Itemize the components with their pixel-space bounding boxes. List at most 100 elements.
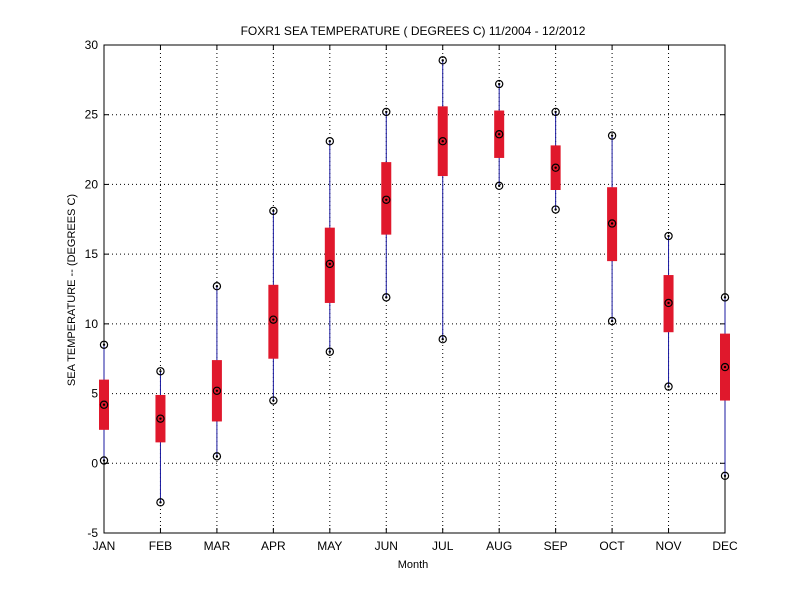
y-tick-label-4: 15 — [85, 247, 99, 261]
min-marker-dot-mar — [215, 455, 219, 458]
median-marker-oct — [607, 219, 617, 228]
min-marker-nov — [664, 382, 673, 391]
median-marker-dot-nov — [667, 301, 670, 305]
y-tick-label-1: 0 — [91, 456, 98, 470]
min-marker-dot-jul — [441, 337, 444, 341]
max-marker-feb — [156, 367, 165, 376]
min-marker-mar — [212, 452, 222, 461]
median-marker-dot-aug — [497, 133, 501, 136]
max-marker-dot-jul — [441, 59, 444, 62]
x-tick-label-1: FEB — [149, 539, 172, 553]
min-marker-feb — [156, 498, 165, 507]
min-marker-dot-feb — [159, 501, 162, 504]
median-marker-may — [325, 259, 335, 269]
median-marker-dot-mar — [215, 389, 219, 392]
y-tick-label-2: 5 — [91, 387, 98, 401]
min-marker-jan — [99, 456, 109, 465]
median-marker-dot-jul — [441, 140, 444, 143]
min-marker-apr — [269, 396, 278, 405]
min-marker-sep — [551, 205, 560, 214]
max-marker-apr — [269, 206, 278, 216]
min-marker-dot-aug — [497, 184, 501, 188]
median-marker-dot-feb — [159, 417, 162, 420]
chart-title: FOXR1 SEA TEMPERATURE ( DEGREES C) 11/20… — [241, 24, 586, 38]
median-marker-jul — [438, 137, 447, 146]
min-marker-dec — [720, 471, 730, 481]
max-marker-dot-dec — [723, 296, 727, 299]
y-tick-label-6: 25 — [85, 108, 99, 122]
y-tick-label-0: -5 — [87, 526, 98, 540]
median-marker-jan — [99, 400, 109, 409]
x-tick-label-6: JUL — [432, 539, 454, 553]
min-marker-dot-sep — [554, 208, 557, 211]
median-marker-feb — [156, 414, 165, 423]
min-marker-jun — [382, 293, 391, 302]
median-marker-nov — [664, 298, 673, 308]
max-marker-dec — [720, 293, 730, 302]
plot-area: -5 0 5 10 15 20 25 30 JAN FEB MAR APR MAY JUN JUL AUG SE… — [85, 38, 738, 553]
median-marker-apr — [269, 315, 278, 324]
median-marker-dec — [720, 362, 730, 372]
y-tick-label-5: 20 — [85, 177, 99, 191]
min-marker-dot-nov — [667, 385, 670, 388]
min-marker-dot-jun — [385, 296, 388, 299]
x-tick-label-10: NOV — [656, 539, 682, 553]
max-marker-may — [325, 137, 335, 146]
max-marker-dot-oct — [610, 134, 614, 137]
median-marker-aug — [494, 130, 504, 139]
min-marker-dot-apr — [272, 399, 275, 402]
median-marker-dot-may — [328, 262, 332, 266]
x-tick-label-11: DEC — [712, 539, 738, 553]
x-tick-label-2: MAR — [204, 539, 231, 553]
max-marker-dot-jun — [385, 110, 388, 114]
y-axis-label: SEA TEMPERATURE -- (DEGREES C) — [66, 194, 78, 386]
x-tick-label-5: JUN — [375, 539, 398, 553]
median-marker-sep — [551, 163, 560, 172]
box-jun — [381, 162, 392, 235]
x-axis-label: Month — [398, 559, 429, 571]
y-tick-label-7: 30 — [85, 38, 99, 52]
median-marker-dot-jan — [102, 403, 106, 406]
min-marker-dot-dec — [723, 474, 727, 478]
x-tick-label-9: OCT — [599, 539, 625, 553]
max-marker-dot-sep — [554, 110, 557, 114]
min-marker-may — [325, 347, 335, 356]
max-marker-dot-feb — [159, 370, 162, 373]
min-marker-dot-jan — [102, 459, 106, 462]
max-marker-dot-nov — [667, 234, 670, 238]
y-tick-label-3: 10 — [85, 317, 99, 331]
box-may — [324, 227, 335, 303]
median-marker-dot-jun — [385, 198, 388, 201]
median-marker-dot-dec — [723, 365, 727, 369]
median-marker-dot-apr — [272, 318, 275, 321]
max-marker-dot-may — [328, 140, 332, 143]
max-marker-jul — [438, 56, 447, 65]
max-marker-dot-aug — [497, 82, 501, 86]
min-marker-dot-oct — [610, 319, 614, 323]
plot-frame — [103, 44, 726, 534]
max-marker-sep — [551, 107, 560, 117]
max-marker-jun — [382, 107, 391, 117]
median-marker-jun — [382, 195, 391, 204]
x-tick-label-0: JAN — [93, 539, 116, 553]
x-tick-label-8: SEP — [544, 539, 568, 553]
max-marker-jan — [99, 340, 109, 349]
max-marker-mar — [212, 282, 222, 291]
median-marker-mar — [212, 386, 222, 395]
max-marker-dot-mar — [215, 285, 219, 288]
max-marker-aug — [494, 79, 504, 89]
max-marker-nov — [664, 231, 673, 241]
max-marker-dot-jan — [102, 343, 106, 346]
max-marker-dot-apr — [272, 209, 275, 213]
min-marker-jul — [438, 334, 447, 344]
x-tick-label-3: APR — [261, 539, 286, 553]
min-marker-aug — [494, 181, 504, 191]
median-marker-dot-oct — [610, 222, 614, 225]
box-apr — [268, 284, 279, 359]
median-marker-dot-sep — [554, 166, 557, 169]
min-marker-oct — [607, 316, 617, 326]
max-marker-oct — [607, 131, 617, 140]
x-tick-label-4: MAY — [317, 539, 342, 553]
